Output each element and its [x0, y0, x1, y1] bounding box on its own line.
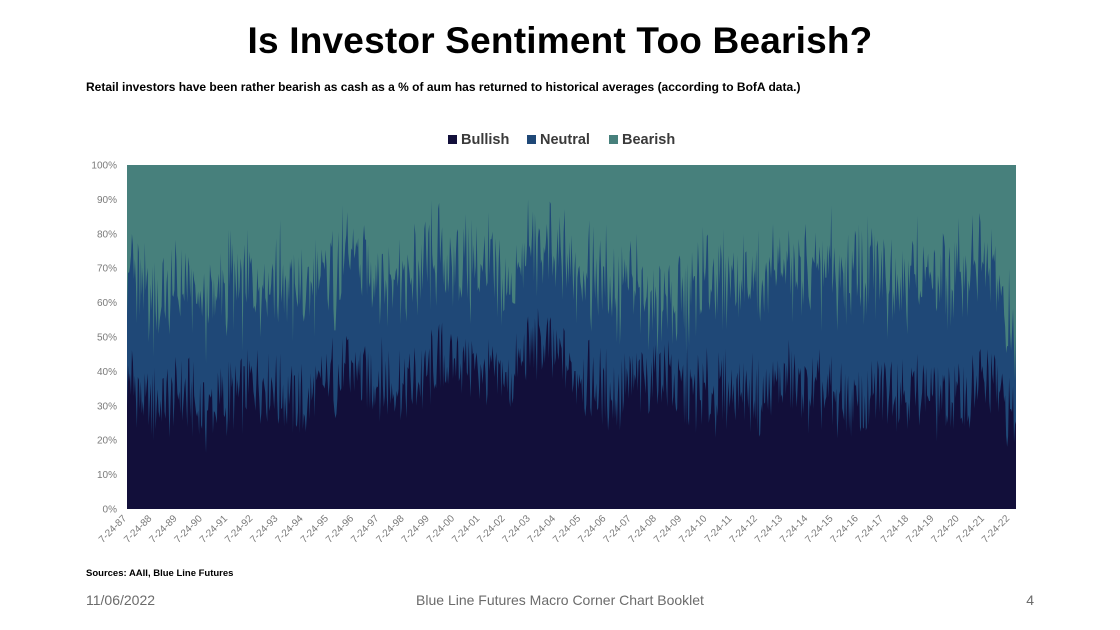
y-tick-label: 10% [97, 470, 117, 481]
y-tick-label: 90% [97, 195, 117, 206]
y-axis: 0% 10% 20% 30% 40% 50% 60% 70% 80% 90% 100% [91, 161, 117, 516]
area-bullish [127, 308, 1016, 509]
legend-label-bullish: Bullish [461, 132, 509, 148]
y-tick-label: 50% [97, 333, 117, 344]
y-tick-label: 60% [97, 298, 117, 309]
legend-swatch-bullish [448, 135, 457, 144]
y-tick-label: 0% [103, 505, 118, 516]
page-number: 4 [1026, 592, 1034, 608]
legend-swatch-bearish [609, 135, 618, 144]
legend-label-neutral: Neutral [540, 132, 590, 148]
page-title: Is Investor Sentiment Too Bearish? [247, 20, 873, 61]
x-tick-label: 7-24-22 [980, 513, 1012, 545]
y-tick-label: 40% [97, 367, 117, 378]
legend-label-bearish: Bearish [622, 132, 675, 148]
y-tick-label: 20% [97, 436, 117, 447]
y-tick-label: 70% [97, 264, 117, 275]
footer-date: 11/06/2022 [86, 592, 156, 608]
x-tick-label: 7-24-10 [677, 513, 709, 545]
chart-subtitle: Retail investors have been rather bearis… [86, 80, 801, 94]
x-axis: 7-24-877-24-887-24-897-24-907-24-917-24-… [97, 513, 1012, 545]
y-tick-label: 30% [97, 401, 117, 412]
chart-areas [127, 165, 1016, 509]
y-tick-label: 80% [97, 229, 117, 240]
sources-note: Sources: AAII, Blue Line Futures [86, 568, 234, 579]
legend-swatch-neutral [527, 135, 536, 144]
y-tick-label: 100% [91, 161, 117, 172]
chart-legend: Bullish Neutral Bearish [448, 132, 675, 148]
sentiment-chart: Bullish Neutral Bearish 0% 10% 20% 30% 40% 50% 6… [91, 132, 1016, 545]
footer-booklet-title: Blue Line Futures Macro Corner Chart Boo… [416, 592, 704, 608]
